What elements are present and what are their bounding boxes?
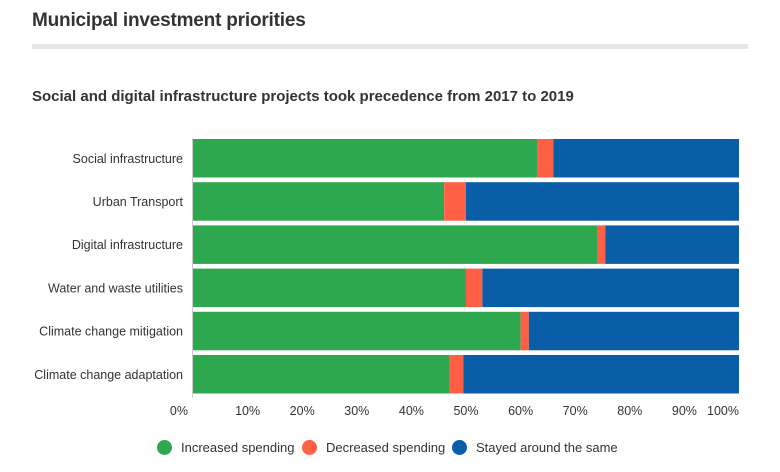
x-tick-label: 100%	[707, 404, 739, 418]
x-tick-label: 60%	[508, 404, 533, 418]
legend-swatch	[302, 440, 317, 455]
bar-climate-change-adaptation-decreased-spending	[449, 355, 464, 394]
legend-swatch	[157, 440, 172, 455]
x-tick-label: 30%	[344, 404, 369, 418]
bar-urban-transport-stayed-around-the-same	[466, 182, 739, 221]
category-label: Digital infrastructure	[72, 238, 183, 252]
legend-item: Increased spending	[157, 440, 294, 455]
bar-climate-change-mitigation-stayed-around-the-same	[528, 311, 739, 351]
legend-item: Decreased spending	[302, 440, 445, 455]
chart-legend: Increased spending Decreased spending Stay…	[0, 440, 780, 462]
bar-social-infrastructure-increased-spending	[193, 139, 537, 178]
title-divider	[32, 44, 748, 49]
x-tick-label: 20%	[290, 404, 315, 418]
chart-subtitle: Social and digital infrastructure projec…	[32, 88, 574, 105]
bar-climate-change-mitigation-decreased-spending	[520, 311, 529, 351]
bar-water-and-waste-utilities-stayed-around-the-same	[482, 268, 739, 308]
category-label: Urban Transport	[93, 195, 184, 209]
page-title: Municipal investment priorities	[32, 10, 306, 31]
bar-climate-change-adaptation-stayed-around-the-same	[463, 355, 739, 394]
x-tick-label: 50%	[453, 404, 478, 418]
stacked-bar-chart: Social infrastructure Urban Transport Digi…	[34, 138, 739, 418]
bar-water-and-waste-utilities-decreased-spending	[466, 268, 483, 308]
category-label: Social infrastructure	[73, 152, 184, 166]
x-tick-label: 90%	[672, 404, 697, 418]
x-tick-label: 40%	[399, 404, 424, 418]
bar-social-infrastructure-stayed-around-the-same	[553, 139, 739, 178]
legend-swatch	[452, 440, 467, 455]
bar-social-infrastructure-decreased-spending	[536, 139, 554, 178]
bar-urban-transport-decreased-spending	[444, 182, 466, 221]
bar-water-and-waste-utilities-increased-spending	[193, 268, 466, 308]
category-label: Climate change mitigation	[39, 325, 183, 339]
bar-climate-change-mitigation-increased-spending	[193, 311, 521, 351]
bar-climate-change-adaptation-increased-spending	[193, 355, 450, 394]
bar-urban-transport-increased-spending	[193, 182, 445, 221]
category-label: Climate change adaptation	[34, 368, 183, 382]
x-tick-label: 10%	[235, 404, 260, 418]
x-tick-label: 0%	[170, 404, 188, 418]
legend-label: Increased spending	[181, 440, 295, 455]
x-tick-label: 80%	[617, 404, 642, 418]
x-tick-label: 70%	[563, 404, 588, 418]
bar-digital-infrastructure-increased-spending	[193, 225, 598, 264]
bar-digital-infrastructure-decreased-spending	[597, 225, 606, 264]
category-label: Water and waste utilities	[48, 281, 183, 295]
legend-label: Decreased spending	[326, 440, 446, 455]
legend-label: Stayed around the same	[476, 440, 618, 455]
legend-item: Stayed around the same	[452, 440, 618, 455]
bar-digital-infrastructure-stayed-around-the-same	[605, 225, 739, 264]
